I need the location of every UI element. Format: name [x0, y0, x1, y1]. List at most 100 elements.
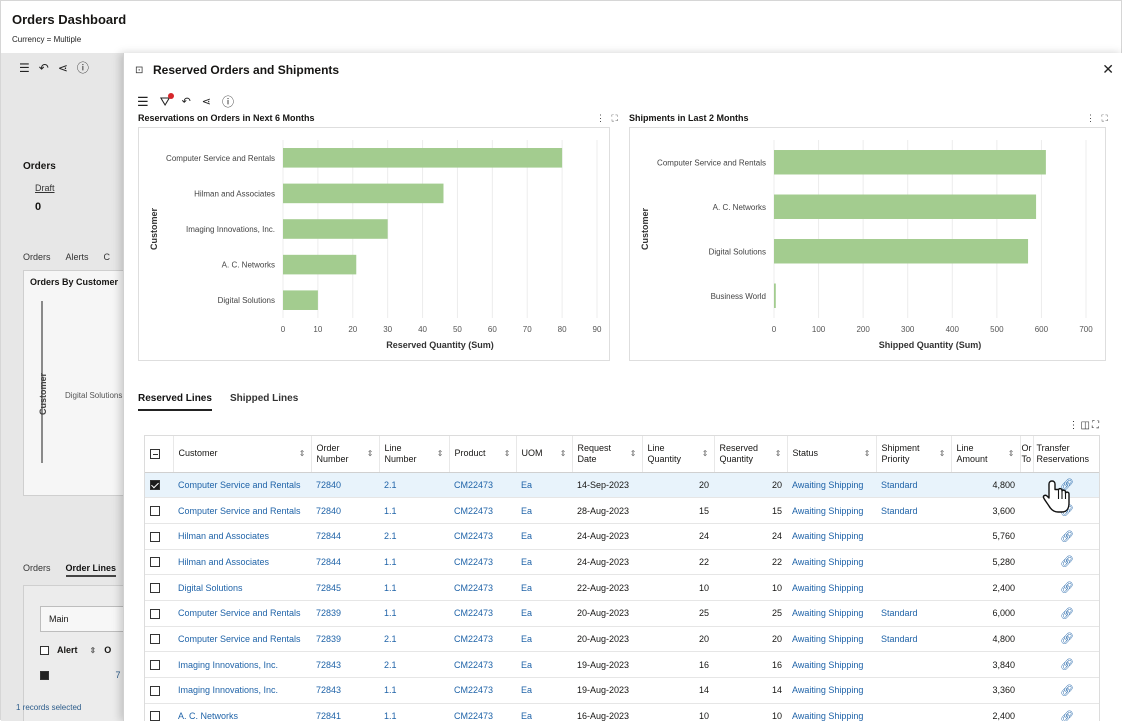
shipment-priority-cell[interactable]: Standard [876, 626, 951, 653]
customer-cell[interactable]: Digital Solutions [173, 574, 311, 601]
table-row[interactable]: Hilman and Associates 72844 2.1 CM22473 Ea 24… [145, 523, 1099, 550]
status-cell[interactable]: Awaiting Shipping [787, 549, 876, 576]
line-number-link[interactable]: 2.1 [384, 479, 397, 490]
uom-link[interactable]: Ea [521, 633, 533, 644]
link-icon[interactable]: 🔗︎ [1060, 582, 1074, 595]
row-checkbox[interactable] [150, 531, 160, 542]
bar[interactable] [283, 183, 444, 204]
transfer-cell[interactable]: 🔗︎ [1033, 677, 1099, 704]
table-row[interactable]: Computer Service and Rentals 72839 1.1 CM22… [145, 600, 1099, 627]
status-cell[interactable]: Awaiting Shipping [787, 626, 876, 653]
undo-icon[interactable]: ↶ [38, 60, 49, 75]
undo-icon[interactable]: ↶ [181, 96, 191, 108]
table-row[interactable]: Imaging Innovations, Inc. 72843 2.1 CM22473… [145, 651, 1099, 678]
row-checkbox[interactable] [150, 659, 160, 670]
order-number-cell[interactable]: 72840 [311, 497, 379, 524]
order-number-link[interactable]: 72840 [316, 479, 342, 490]
customer-link[interactable]: Digital Solutions [178, 582, 243, 593]
table-row[interactable]: Hilman and Associates 72844 1.1 CM22473 Ea 24… [145, 549, 1099, 576]
link-icon[interactable]: 🔗︎ [1060, 607, 1074, 620]
select-all-checkbox[interactable] [150, 448, 160, 459]
status-cell[interactable]: Awaiting Shipping [787, 600, 876, 627]
row-checkbox[interactable] [150, 608, 160, 619]
transfer-cell[interactable]: 🔗︎ [1033, 703, 1099, 721]
line-number-link[interactable]: 1.1 [384, 685, 397, 696]
product-link[interactable]: CM22473 [454, 659, 494, 670]
order-number-cell[interactable]: 72841 [311, 703, 379, 721]
customer-link[interactable]: Computer Service and Rentals [178, 505, 301, 516]
transfer-cell[interactable]: 🔗︎ [1033, 523, 1099, 550]
bar[interactable] [283, 290, 318, 310]
transfer-cell[interactable]: 🔗︎ [1033, 600, 1099, 627]
order-number-link[interactable]: 72841 [316, 711, 342, 721]
chart-2-tools[interactable]: ⋮ ⛶ [1086, 113, 1110, 123]
link-icon[interactable]: 🔗︎ [1060, 633, 1074, 646]
line-number-link[interactable]: 2.1 [384, 659, 397, 670]
share-icon[interactable]: ⋖ [57, 60, 68, 75]
select-all-checkbox[interactable] [40, 645, 49, 655]
uom-cell[interactable]: Ea [516, 626, 572, 653]
tab-reserved-lines[interactable]: Reserved Lines [138, 393, 212, 411]
shipment-priority-cell[interactable] [876, 574, 951, 601]
expand-icon[interactable]: ⊡ [135, 65, 144, 76]
alert-column-header[interactable]: Alert [57, 645, 78, 655]
shipment-priority-cell[interactable] [876, 549, 951, 576]
tab-c[interactable]: C [103, 252, 111, 262]
line-number-cell[interactable]: 1.1 [379, 574, 449, 601]
column-header[interactable]: Line Quantity ⇕ [642, 436, 715, 473]
uom-cell[interactable]: Ea [516, 472, 572, 499]
product-cell[interactable]: CM22473 [449, 497, 516, 524]
uom-cell[interactable]: Ea [516, 497, 572, 524]
info-icon[interactable]: ⓘ [222, 95, 235, 109]
product-cell[interactable]: CM22473 [449, 677, 516, 704]
uom-cell[interactable]: Ea [516, 703, 572, 721]
bar[interactable] [283, 219, 388, 239]
draft-link[interactable]: Draft [35, 183, 55, 193]
shipment-priority-cell[interactable] [876, 651, 951, 678]
row-checkbox[interactable] [150, 480, 160, 491]
line-number-cell[interactable]: 2.1 [379, 472, 449, 499]
order-number-link[interactable]: 72843 [316, 685, 342, 696]
row-checkbox[interactable] [150, 634, 160, 645]
status-link[interactable]: Awaiting Shipping [792, 531, 864, 542]
product-link[interactable]: CM22473 [454, 685, 494, 696]
table-row[interactable]: Digital Solutions 72845 1.1 CM22473 Ea 22-Aug… [145, 574, 1099, 601]
tab-orders-bottom[interactable]: Orders [23, 563, 51, 573]
column-header[interactable]: UOM ⇕ [516, 436, 573, 473]
customer-link[interactable]: Computer Service and Rentals [178, 479, 301, 490]
customer-link[interactable]: Imaging Innovations, Inc. [178, 659, 279, 670]
product-cell[interactable]: CM22473 [449, 626, 516, 653]
customer-cell[interactable]: Hilman and Associates [173, 549, 311, 576]
table-row[interactable]: Imaging Innovations, Inc. 72843 1.1 CM22473… [145, 677, 1099, 704]
uom-link[interactable]: Ea [521, 685, 533, 696]
link-icon[interactable]: 🔗︎ [1060, 479, 1074, 492]
uom-cell[interactable]: Ea [516, 651, 572, 678]
column-header[interactable]: Status ⇕ [787, 436, 877, 473]
uom-cell[interactable]: Ea [516, 677, 572, 704]
order-number-cell[interactable]: 72839 [311, 600, 379, 627]
shipment-priority-cell[interactable] [876, 677, 951, 704]
sort-icon[interactable]: ⇕ [89, 645, 97, 655]
shipment-priority-cell[interactable]: Standard [876, 497, 951, 524]
order-number-cell[interactable]: 72840 [311, 472, 379, 499]
bar[interactable] [283, 254, 357, 275]
line-number-cell[interactable]: 1.1 [379, 703, 449, 721]
status-link[interactable]: Awaiting Shipping [792, 685, 864, 696]
status-link[interactable]: Awaiting Shipping [792, 633, 864, 644]
customer-cell[interactable]: Hilman and Associates [173, 523, 311, 550]
view-select[interactable]: Main [40, 606, 123, 632]
transfer-cell[interactable]: 🔗︎ [1033, 651, 1099, 678]
table-row[interactable]: A. C. Networks 72841 1.1 CM22473 Ea 16-Aug-20… [145, 703, 1099, 721]
tab-order-lines[interactable]: Order Lines [65, 563, 117, 577]
status-link[interactable]: Awaiting Shipping [792, 711, 864, 721]
link-icon[interactable]: 🔗︎ [1060, 659, 1074, 672]
product-cell[interactable]: CM22473 [449, 651, 516, 678]
hamburger-icon[interactable]: ☰ [19, 60, 30, 75]
tab-orders[interactable]: Orders [23, 252, 51, 262]
line-number-link[interactable]: 1.1 [384, 608, 397, 619]
shipment-priority-cell[interactable]: Standard [876, 600, 951, 627]
line-number-link[interactable]: 1.1 [384, 711, 397, 721]
order-number-cell[interactable]: 72843 [311, 651, 379, 678]
product-cell[interactable]: CM22473 [449, 549, 516, 576]
column-header[interactable]: Customer ⇕ [173, 436, 312, 473]
